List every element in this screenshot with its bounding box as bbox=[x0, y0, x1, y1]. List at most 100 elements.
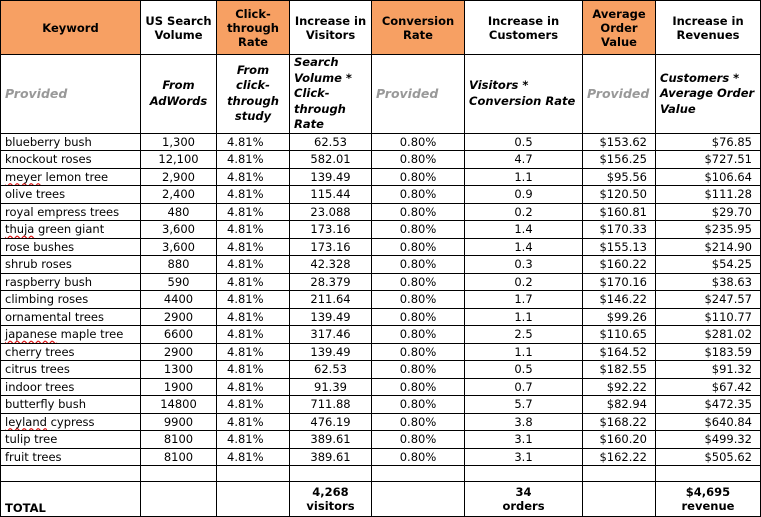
table-row: royal empress trees 480 4.81% 23.088 0.80% 0.… bbox=[0, 202, 761, 221]
row-revenue: $91.32 bbox=[655, 360, 761, 379]
row-search-volume: 880 bbox=[140, 255, 217, 274]
row-visitors: 211.64 bbox=[289, 290, 372, 309]
table-row: raspberry bush 590 4.81% 28.379 0.80% 0.2 $170… bbox=[0, 272, 761, 291]
row-visitors: 173.16 bbox=[289, 220, 372, 239]
row-conversion-rate: 0.80% bbox=[371, 430, 465, 449]
row-average-order-value: $170.16 bbox=[582, 272, 656, 291]
row-conversion-rate: 0.80% bbox=[371, 272, 465, 291]
column-source-note: Provided bbox=[0, 54, 141, 134]
row-click-through-rate: 4.81% bbox=[216, 220, 290, 239]
row-average-order-value: $160.81 bbox=[582, 202, 656, 221]
total-customers-unit: orders bbox=[502, 499, 545, 513]
row-conversion-rate: 0.80% bbox=[371, 150, 465, 169]
row-conversion-rate: 0.80% bbox=[371, 202, 465, 221]
row-revenue: $727.51 bbox=[655, 150, 761, 169]
row-customers: 0.5 bbox=[464, 132, 583, 151]
total-visitors-value: 4,268 bbox=[312, 485, 349, 499]
table-row: indoor trees 1900 4.81% 91.39 0.80% 0.7 $92.22… bbox=[0, 377, 761, 396]
row-keyword: tulip tree bbox=[0, 430, 141, 449]
row-conversion-rate: 0.80% bbox=[371, 167, 465, 186]
row-revenue: $106.64 bbox=[655, 167, 761, 186]
row-search-volume: 3,600 bbox=[140, 220, 217, 239]
row-average-order-value: $120.50 bbox=[582, 185, 656, 204]
row-revenue: $111.28 bbox=[655, 185, 761, 204]
column-source-note: Provided bbox=[582, 54, 656, 134]
row-click-through-rate: 4.81% bbox=[216, 290, 290, 309]
row-search-volume: 1,300 bbox=[140, 132, 217, 151]
row-click-through-rate: 4.81% bbox=[216, 255, 290, 274]
row-search-volume: 2900 bbox=[140, 342, 217, 361]
row-click-through-rate: 4.81% bbox=[216, 325, 290, 344]
row-average-order-value: $153.62 bbox=[582, 132, 656, 151]
row-click-through-rate: 4.81% bbox=[216, 430, 290, 449]
row-customers: 4.7 bbox=[464, 150, 583, 169]
row-average-order-value: $95.56 bbox=[582, 167, 656, 186]
row-keyword: leyland cypress bbox=[0, 412, 141, 431]
table-row: rose bushes 3,600 4.81% 173.16 0.80% 1.4 $155.… bbox=[0, 237, 761, 256]
row-average-order-value: $156.25 bbox=[582, 150, 656, 169]
row-visitors: 173.16 bbox=[289, 237, 372, 256]
table-body: blueberry bush 1,300 4.81% 62.53 0.80% 0.5 $15… bbox=[0, 132, 761, 466]
row-search-volume: 8100 bbox=[140, 447, 217, 466]
row-keyword: indoor trees bbox=[0, 377, 141, 396]
total-customers: 34 orders bbox=[464, 481, 583, 517]
table-row: climbing roses 4400 4.81% 211.64 0.80% 1.7 $14… bbox=[0, 290, 761, 309]
row-visitors: 42.328 bbox=[289, 255, 372, 274]
row-customers: 2.5 bbox=[464, 325, 583, 344]
table-row: cherry trees 2900 4.81% 139.49 0.80% 1.1 $164.… bbox=[0, 342, 761, 361]
row-click-through-rate: 4.81% bbox=[216, 412, 290, 431]
row-revenue: $183.59 bbox=[655, 342, 761, 361]
row-search-volume: 2,400 bbox=[140, 185, 217, 204]
row-average-order-value: $99.26 bbox=[582, 307, 656, 326]
row-average-order-value: $92.22 bbox=[582, 377, 656, 396]
row-conversion-rate: 0.80% bbox=[371, 412, 465, 431]
row-visitors: 91.39 bbox=[289, 377, 372, 396]
row-conversion-rate: 0.80% bbox=[371, 395, 465, 414]
row-average-order-value: $164.52 bbox=[582, 342, 656, 361]
row-keyword: citrus trees bbox=[0, 360, 141, 379]
row-click-through-rate: 4.81% bbox=[216, 395, 290, 414]
row-conversion-rate: 0.80% bbox=[371, 377, 465, 396]
row-average-order-value: $168.22 bbox=[582, 412, 656, 431]
table-row: butterfly bush 14800 4.81% 711.88 0.80% 5.7 $8… bbox=[0, 395, 761, 414]
row-search-volume: 12,100 bbox=[140, 150, 217, 169]
row-average-order-value: $162.22 bbox=[582, 447, 656, 466]
row-click-through-rate: 4.81% bbox=[216, 342, 290, 361]
row-conversion-rate: 0.80% bbox=[371, 307, 465, 326]
table-row: knockout roses 12,100 4.81% 582.01 0.80% 4.7 $… bbox=[0, 150, 761, 169]
row-conversion-rate: 0.80% bbox=[371, 290, 465, 309]
row-visitors: 476.19 bbox=[289, 412, 372, 431]
row-click-through-rate: 4.81% bbox=[216, 360, 290, 379]
column-header: US Search Volume bbox=[140, 0, 217, 55]
row-visitors: 139.49 bbox=[289, 307, 372, 326]
row-conversion-rate: 0.80% bbox=[371, 237, 465, 256]
row-customers: 0.2 bbox=[464, 272, 583, 291]
row-conversion-rate: 0.80% bbox=[371, 132, 465, 151]
row-keyword: cherry trees bbox=[0, 342, 141, 361]
row-customers: 1.1 bbox=[464, 342, 583, 361]
table-row: thuja green giant 3,600 4.81% 173.16 0.80% 1.… bbox=[0, 220, 761, 239]
row-visitors: 115.44 bbox=[289, 185, 372, 204]
row-search-volume: 4400 bbox=[140, 290, 217, 309]
row-customers: 1.1 bbox=[464, 167, 583, 186]
row-conversion-rate: 0.80% bbox=[371, 220, 465, 239]
row-conversion-rate: 0.80% bbox=[371, 342, 465, 361]
row-average-order-value: $82.94 bbox=[582, 395, 656, 414]
row-conversion-rate: 0.80% bbox=[371, 325, 465, 344]
row-visitors: 62.53 bbox=[289, 360, 372, 379]
row-customers: 0.9 bbox=[464, 185, 583, 204]
row-revenue: $214.90 bbox=[655, 237, 761, 256]
row-revenue: $76.85 bbox=[655, 132, 761, 151]
column-header: Increase in Visitors bbox=[289, 0, 372, 55]
row-average-order-value: $110.65 bbox=[582, 325, 656, 344]
row-revenue: $38.63 bbox=[655, 272, 761, 291]
row-search-volume: 3,600 bbox=[140, 237, 217, 256]
row-average-order-value: $146.22 bbox=[582, 290, 656, 309]
column-header: Click-through Rate bbox=[216, 0, 290, 55]
row-keyword: olive trees bbox=[0, 185, 141, 204]
table-row: citrus trees 1300 4.81% 62.53 0.80% 0.5 $182.5… bbox=[0, 360, 761, 379]
row-customers: 3.1 bbox=[464, 430, 583, 449]
table-row: olive trees 2,400 4.81% 115.44 0.80% 0.9 $120.… bbox=[0, 185, 761, 204]
row-search-volume: 480 bbox=[140, 202, 217, 221]
